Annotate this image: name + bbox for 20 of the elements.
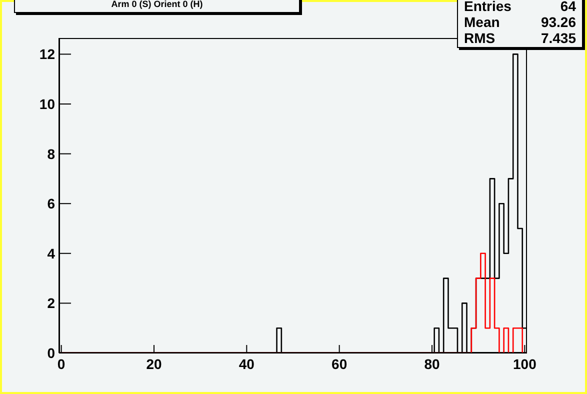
y-tick-label: 10	[39, 96, 56, 112]
y-tick-label: 4	[47, 245, 56, 262]
y-tick-label: 12	[39, 46, 56, 62]
x-tick-label: 80	[424, 356, 440, 372]
y-tick-label: 8	[47, 146, 56, 162]
chart-title: Arm 0 (S) Orient 0 (H)	[14, 0, 300, 13]
x-tick-label: 40	[238, 356, 255, 372]
x-tick-label: 100	[513, 356, 537, 372]
text: 64	[560, 0, 576, 14]
x-tick-label: 60	[332, 356, 348, 372]
text: Mean	[464, 14, 500, 30]
text: Entries	[464, 0, 512, 14]
y-tick-label: 2	[47, 295, 56, 312]
annotation: RMS	[464, 30, 496, 46]
text: 93.26	[540, 14, 576, 30]
text: 7.435	[540, 30, 576, 46]
y-tick-label: 0	[47, 344, 56, 361]
x-tick-label: 0	[57, 356, 66, 372]
y-tick-label: 6	[47, 196, 56, 212]
x-tick-label: 20	[146, 356, 162, 372]
